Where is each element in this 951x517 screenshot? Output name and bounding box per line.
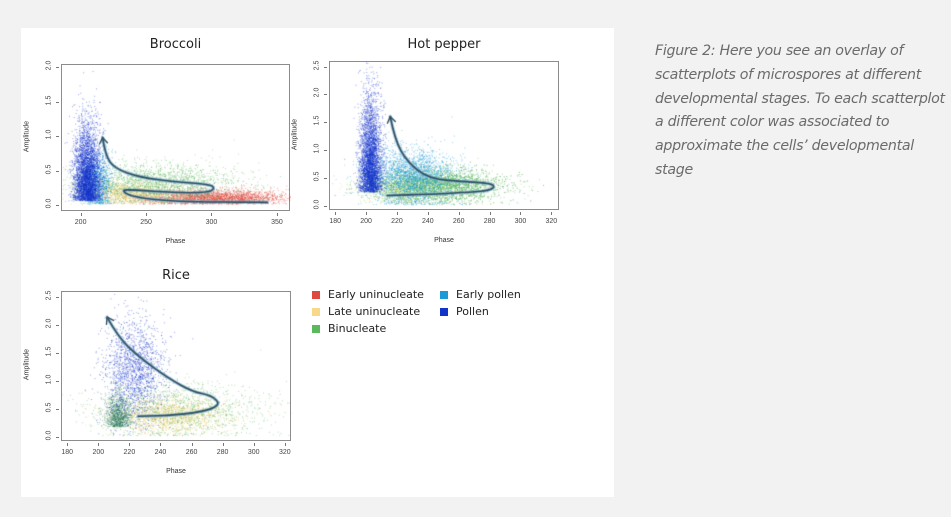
plot-title: Hot pepper <box>407 37 481 52</box>
y-tick-mark <box>324 149 327 151</box>
x-tick-mark <box>211 213 213 216</box>
x-tick-label: 220 <box>123 449 136 456</box>
legend-label: Binucleate <box>328 322 387 335</box>
x-tick-mark <box>276 213 278 216</box>
legend-swatch <box>312 324 320 333</box>
legend-label: Early pollen <box>456 288 521 301</box>
x-tick-label: 350 <box>271 219 283 226</box>
legend-item-late-uninucleate: Late uninucleate <box>312 305 420 318</box>
x-tick-label: 300 <box>247 449 260 456</box>
plot-area <box>329 61 560 211</box>
plot-broccoli: Broccoli 200 250 300 350 0.0 0.5 1.0 1.5 2.0 Phas… <box>21 28 301 258</box>
x-tick-label: 260 <box>185 449 198 456</box>
scatter-canvas <box>62 65 291 212</box>
legend-item-binucleate: Binucleate <box>312 322 386 335</box>
x-tick-mark <box>222 443 224 446</box>
x-tick-label: 200 <box>74 219 87 226</box>
x-tick-label: 260 <box>452 218 465 225</box>
figure-caption: Figure 2: Here you see an overlay of sca… <box>655 43 945 178</box>
x-tick-mark <box>520 212 522 215</box>
x-tick-mark <box>98 443 100 446</box>
x-tick-mark <box>284 443 286 446</box>
x-tick-mark <box>396 212 398 215</box>
x-tick-mark <box>129 443 131 446</box>
y-tick-mark <box>56 67 59 69</box>
legend-swatch <box>440 307 448 316</box>
x-tick-mark <box>160 443 162 446</box>
scatter-canvas <box>62 292 292 442</box>
y-tick-mark <box>56 101 59 103</box>
x-tick-mark <box>146 213 148 216</box>
legend-label: Pollen <box>456 305 489 318</box>
y-axis-label: Amplitude <box>23 348 31 381</box>
x-tick-label: 320 <box>545 218 558 225</box>
legend-swatch <box>440 290 448 299</box>
y-tick-mark <box>56 324 59 326</box>
y-tick-mark <box>56 205 59 207</box>
x-tick-label: 280 <box>483 218 496 225</box>
y-tick-mark <box>324 66 327 68</box>
plot-title: Broccoli <box>149 37 202 52</box>
x-tick-mark <box>366 212 368 215</box>
y-tick-mark <box>56 380 59 382</box>
x-tick-label: 240 <box>421 218 434 225</box>
x-axis-label: Phase <box>165 238 186 245</box>
y-tick-label: 1.0 <box>45 374 53 384</box>
y-tick-label: 2.0 <box>45 318 53 328</box>
x-tick-label: 250 <box>140 219 152 226</box>
y-tick-mark <box>56 296 59 298</box>
legend-item-early-uninucleate: Early uninucleate <box>312 288 424 301</box>
y-tick-mark <box>56 436 59 438</box>
x-tick-label: 280 <box>216 449 229 456</box>
y-tick-mark <box>324 177 327 179</box>
x-tick-mark <box>489 212 491 215</box>
x-axis-label: Phase <box>166 468 186 475</box>
y-tick-mark <box>56 408 59 410</box>
y-tick-label: 0.0 <box>45 430 53 440</box>
y-tick-label: 1.5 <box>45 346 53 356</box>
x-tick-label: 320 <box>278 449 291 456</box>
figure-panel: Broccoli 200 250 300 350 0.0 0.5 1.0 1.5 2.0 Phas… <box>21 28 614 497</box>
legend-label: Early uninucleate <box>328 288 424 301</box>
x-tick-mark <box>335 212 337 215</box>
x-tick-mark <box>80 213 82 216</box>
x-tick-label: 200 <box>360 218 372 225</box>
x-tick-mark <box>191 443 193 446</box>
x-tick-mark <box>551 212 553 215</box>
y-tick-mark <box>56 136 59 138</box>
legend-item-early-pollen: Early pollen <box>440 288 521 301</box>
x-tick-mark <box>67 443 69 446</box>
x-tick-label: 200 <box>92 449 105 456</box>
y-tick-mark <box>324 122 327 124</box>
legend-swatch <box>312 290 320 299</box>
x-axis-label: Phase <box>434 237 454 244</box>
x-tick-label: 180 <box>329 218 342 225</box>
y-tick-label: 0.5 <box>45 402 53 412</box>
legend-swatch <box>312 307 320 316</box>
plot-area <box>61 64 291 212</box>
y-tick-mark <box>56 352 59 354</box>
x-tick-label: 300 <box>205 219 218 226</box>
y-tick-mark <box>56 170 59 172</box>
y-tick-label: 2.5 <box>45 290 53 300</box>
plot-title: Rice <box>162 268 190 283</box>
x-tick-mark <box>458 212 460 215</box>
x-tick-label: 220 <box>391 218 403 225</box>
legend-label: Late uninucleate <box>328 305 421 318</box>
plot-area <box>61 291 292 442</box>
scatter-canvas <box>330 62 560 211</box>
legend-item-pollen: Pollen <box>440 305 489 318</box>
x-tick-label: 240 <box>154 449 167 456</box>
x-tick-mark <box>253 443 255 446</box>
plot-rice: Rice 180 200 220 240 260 280 300 320 0.0 0.5 1.0 1.… <box>21 28 321 497</box>
plot-hot-pepper: Hot pepper 180 200 220 240 260 280 300 320 0.0 0.… <box>21 28 614 258</box>
x-tick-label: 180 <box>61 449 74 456</box>
y-tick-mark <box>324 205 327 207</box>
x-tick-mark <box>427 212 429 215</box>
x-tick-label: 300 <box>514 218 527 225</box>
y-tick-mark <box>324 94 327 96</box>
